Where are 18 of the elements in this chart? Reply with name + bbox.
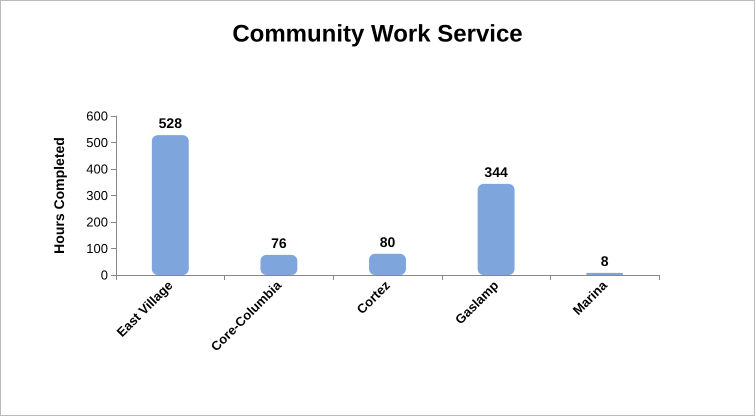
chart-title: Community Work Service xyxy=(232,20,523,48)
data-label: 80 xyxy=(380,234,396,250)
data-label: 8 xyxy=(600,252,609,269)
y-tick-label: 0 xyxy=(100,268,108,282)
data-label: 76 xyxy=(271,234,287,251)
bar xyxy=(478,184,515,275)
bar xyxy=(369,254,406,275)
y-tick-label: 100 xyxy=(86,241,108,256)
bar xyxy=(260,254,298,275)
bar xyxy=(152,135,189,275)
y-axis-title: Hours Completed xyxy=(51,137,67,254)
y-tick-label: 600 xyxy=(86,108,108,124)
y-tick-label: 200 xyxy=(86,214,108,230)
data-label: 528 xyxy=(158,115,182,132)
data-label: 344 xyxy=(484,164,508,180)
y-tick-label: 400 xyxy=(86,162,108,176)
y-tick-label: 500 xyxy=(86,135,108,150)
y-tick-label: 300 xyxy=(86,188,108,203)
